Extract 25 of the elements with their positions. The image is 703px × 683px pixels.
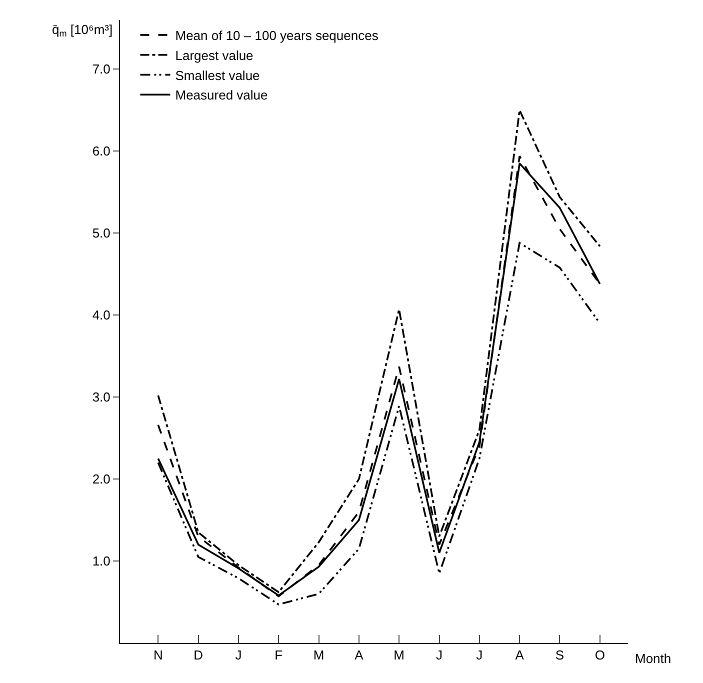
- legend-label: Mean of 10 – 100 years sequences: [175, 28, 379, 44]
- x-axis-title: Month: [635, 651, 672, 666]
- x-tick-label: A: [515, 648, 524, 663]
- legend-label: Largest value: [175, 48, 254, 63]
- y-tick-label: 6.0: [92, 144, 110, 159]
- x-tick-label: F: [274, 648, 283, 663]
- x-tick-label: M: [394, 648, 405, 663]
- y-tick-label: 3.0: [92, 390, 110, 405]
- x-tick-label: O: [594, 648, 605, 663]
- y-tick-label: 7.0: [92, 62, 110, 77]
- x-tick-label: A: [354, 648, 364, 663]
- y-tick-label: 1.0: [92, 554, 110, 569]
- x-tick-label: J: [235, 648, 242, 663]
- y-tick-label: 5.0: [92, 226, 110, 241]
- y-tick-label: 2.0: [92, 472, 110, 487]
- x-tick-label: D: [194, 648, 204, 663]
- x-tick-label: M: [313, 648, 324, 663]
- x-tick-label: S: [555, 648, 564, 663]
- x-tick-label: N: [153, 648, 163, 663]
- y-axis-title: q̄$_{m}$ [10⁶m³]: [52, 22, 113, 39]
- legend-label: Smallest value: [175, 68, 260, 83]
- y-tick-label: 4.0: [92, 308, 110, 323]
- x-tick-label: J: [436, 648, 443, 663]
- x-tick-label: J: [476, 648, 483, 663]
- legend-label: Measured value: [175, 88, 268, 103]
